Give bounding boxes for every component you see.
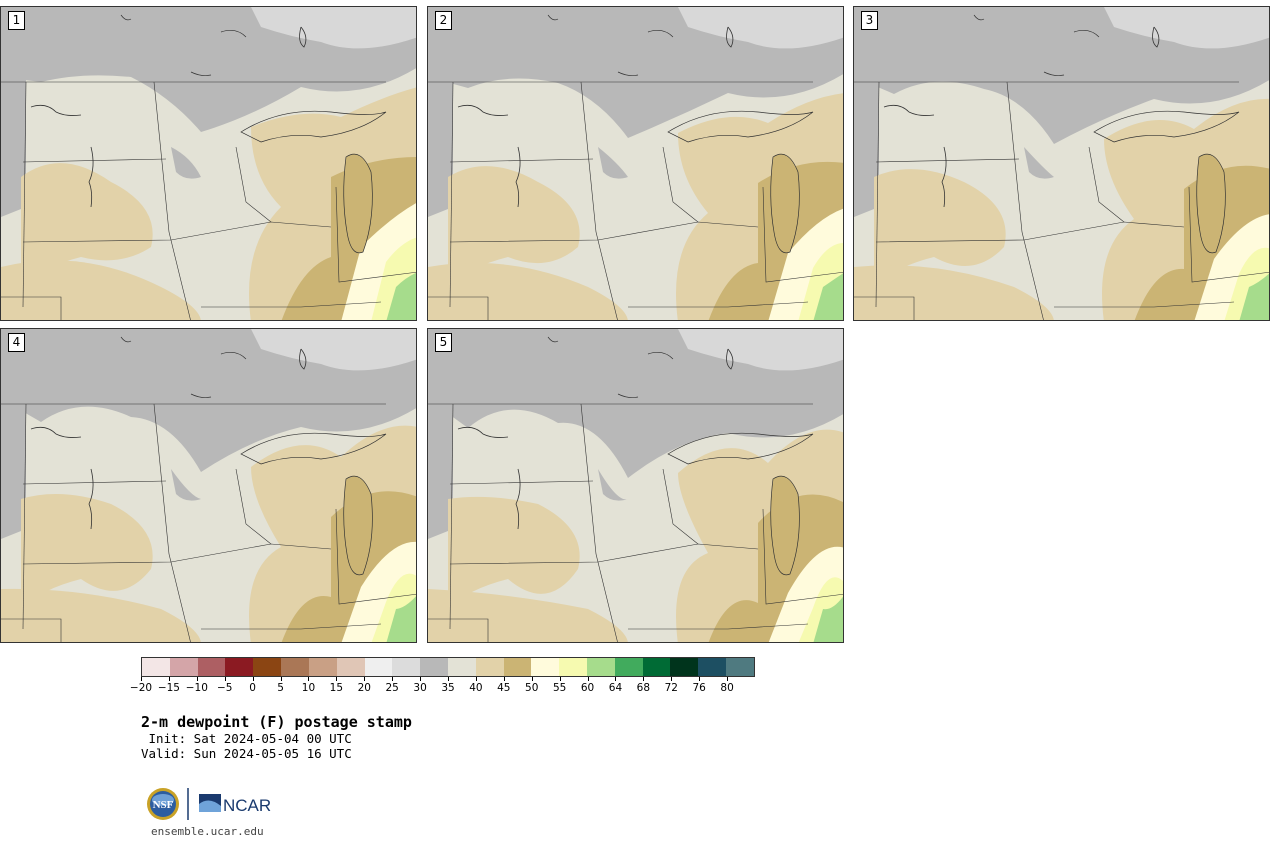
panel-number: 3 bbox=[861, 11, 878, 30]
map-panel-3: 3 bbox=[853, 6, 1270, 321]
colorbar-tick bbox=[671, 677, 673, 681]
colorbar-tick-label: 25 bbox=[385, 682, 399, 694]
valid-time: Valid: Sun 2024-05-05 16 UTC bbox=[141, 746, 352, 761]
colorbar-tick-label: 45 bbox=[497, 682, 511, 694]
colorbar-segment bbox=[559, 658, 587, 676]
colorbar-tick bbox=[559, 677, 561, 681]
colorbar-segment bbox=[503, 658, 532, 676]
colorbar-tick bbox=[448, 677, 449, 681]
colorbar-tick bbox=[308, 677, 310, 681]
colorbar-tick bbox=[280, 677, 282, 681]
panel-number: 4 bbox=[8, 333, 25, 352]
colorbar-segment bbox=[253, 658, 282, 676]
colorbar-tick-label: 15 bbox=[329, 682, 344, 694]
dewpoint-map bbox=[428, 329, 843, 642]
colorbar-segment bbox=[642, 658, 671, 676]
colorbar-segment bbox=[169, 658, 198, 676]
colorbar-segment bbox=[308, 658, 337, 676]
colorbar-tick bbox=[336, 677, 338, 681]
colorbar-tick bbox=[168, 677, 170, 681]
colorbar-tick-label: 10 bbox=[301, 682, 316, 694]
plot-title: 2-m dewpoint (F) postage stamp bbox=[141, 713, 412, 731]
colorbar-segment bbox=[587, 658, 615, 676]
panel-number: 5 bbox=[435, 333, 452, 352]
colorbar-tick bbox=[727, 677, 729, 681]
colorbar-tick-label: 55 bbox=[552, 682, 567, 694]
colorbar-tick bbox=[699, 677, 701, 681]
colorbar-segment bbox=[225, 658, 254, 676]
colorbar-tick-label: 72 bbox=[664, 682, 678, 694]
colorbar-tick-label: 76 bbox=[692, 682, 706, 694]
panel-number: 2 bbox=[435, 11, 452, 30]
colorbar-segment bbox=[392, 658, 421, 676]
colorbar-tick bbox=[475, 677, 477, 681]
colorbar-tick-label: −15 bbox=[157, 682, 180, 694]
colorbar-tick-label: 64 bbox=[608, 682, 623, 694]
dewpoint-map bbox=[854, 7, 1269, 320]
colorbar-tick-label: 68 bbox=[636, 682, 651, 694]
colorbar bbox=[141, 657, 755, 677]
colorbar-segment bbox=[281, 658, 309, 676]
site-url: ensemble.ucar.edu bbox=[151, 825, 264, 838]
colorbar-tick-label: 5 bbox=[277, 682, 284, 694]
colorbar-tick bbox=[141, 677, 142, 681]
colorbar-segment bbox=[726, 658, 754, 676]
colorbar-ticks: −20 −15 −10 −5 0 5 10 15 20 25 30 35 40 45 50 55 60 64 68 7… bbox=[130, 677, 755, 697]
colorbar-tick-label: 30 bbox=[413, 682, 427, 694]
colorbar-segment bbox=[336, 658, 365, 676]
colorbar-segment bbox=[475, 658, 504, 676]
colorbar-tick bbox=[615, 677, 617, 681]
colorbar-segment bbox=[614, 658, 643, 676]
colorbar-segment bbox=[447, 658, 476, 676]
colorbar-tick bbox=[392, 677, 394, 681]
colorbar-tick bbox=[587, 677, 589, 681]
nsf-text: NSF bbox=[153, 799, 174, 811]
colorbar-tick bbox=[196, 677, 198, 681]
colorbar-tick bbox=[252, 677, 254, 681]
nsf-logo-icon: NSF bbox=[147, 788, 179, 820]
colorbar-segment bbox=[142, 658, 170, 676]
logos: NSF NCAR bbox=[143, 786, 283, 824]
colorbar-tick-label: −5 bbox=[216, 682, 233, 694]
dewpoint-map bbox=[1, 7, 416, 320]
map-panel-4: 4 bbox=[0, 328, 417, 643]
map-panel-2: 2 bbox=[427, 6, 844, 321]
colorbar-tick bbox=[224, 677, 226, 681]
colorbar-tick-label: 60 bbox=[580, 682, 595, 694]
map-panel-5: 5 bbox=[427, 328, 844, 643]
colorbar-tick-label: 50 bbox=[525, 682, 539, 694]
colorbar-segment bbox=[670, 658, 699, 676]
colorbar-tick bbox=[531, 677, 533, 681]
colorbar-tick-label: −20 bbox=[129, 682, 153, 694]
colorbar-segment bbox=[698, 658, 727, 676]
colorbar-tick-label: 35 bbox=[441, 682, 455, 694]
colorbar-segment bbox=[364, 658, 393, 676]
colorbar-tick-label: −10 bbox=[185, 682, 208, 694]
colorbar-tick-label: 0 bbox=[249, 682, 256, 694]
panel-number: 1 bbox=[8, 11, 25, 30]
map-panel-1: 1 bbox=[0, 6, 417, 321]
init-time: Init: Sat 2024-05-04 00 UTC bbox=[141, 731, 352, 746]
ncar-logo-icon: NCAR bbox=[199, 794, 271, 815]
colorbar-segment bbox=[197, 658, 226, 676]
colorbar-segment bbox=[531, 658, 560, 676]
colorbar-tick bbox=[503, 677, 505, 681]
colorbar-tick bbox=[364, 677, 366, 681]
dewpoint-map bbox=[428, 7, 843, 320]
colorbar-segment bbox=[420, 658, 448, 676]
colorbar-tick-label: 40 bbox=[469, 682, 483, 694]
colorbar-tick-label: 80 bbox=[720, 682, 734, 694]
colorbar-tick bbox=[420, 677, 422, 681]
colorbar-tick bbox=[643, 677, 645, 681]
dewpoint-map bbox=[1, 329, 416, 642]
nsf-ncar-logo: NSF NCAR bbox=[147, 788, 271, 820]
ncar-text: NCAR bbox=[223, 796, 271, 815]
colorbar-tick-label: 20 bbox=[357, 682, 371, 694]
